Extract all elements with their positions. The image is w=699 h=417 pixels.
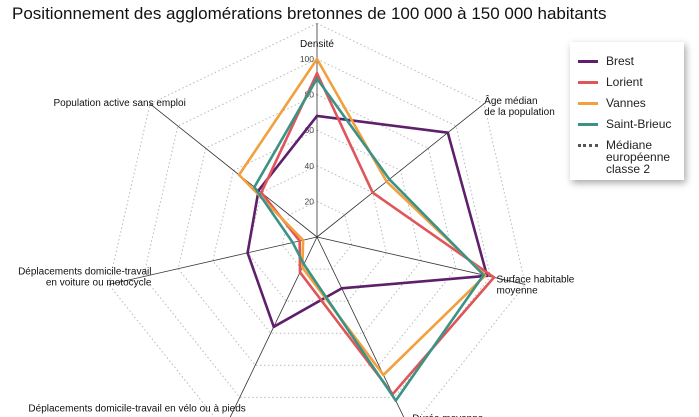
axis-label-3: Durée moyennedes déplacements domicile-t… [412, 413, 563, 417]
series-point-3-2 [482, 273, 485, 277]
legend-label: Vannes [606, 96, 646, 110]
tick-label-3: 80 [305, 90, 315, 100]
series-point-2-5 [301, 238, 305, 242]
series-point-2-0 [315, 57, 319, 61]
series-point-1-1 [371, 191, 374, 194]
axis-line-2 [316, 236, 526, 285]
legend: Brest Lorient Vannes Saint-Brieuc Médiane eu… [570, 42, 684, 180]
axis-label-4: Déplacements domicile-travail en vélo ou… [28, 403, 245, 414]
series-point-0-1 [446, 131, 450, 134]
series-point-0-0 [315, 114, 319, 118]
axis-label-2: Surface habitable moyenne [497, 275, 575, 297]
series-point-3-6 [253, 185, 256, 189]
series-line-lorient [260, 71, 496, 396]
series-point-0-4 [272, 325, 276, 329]
series-point-1-0 [315, 71, 319, 75]
legend-label-reference: Médiane européenne classe 2 [606, 138, 671, 176]
legend-label: Lorient [606, 75, 643, 89]
axis-label-0: Densité [300, 39, 334, 50]
series-point-2-1 [385, 180, 388, 183]
legend-swatch [578, 102, 598, 105]
series-point-1-6 [260, 191, 263, 194]
tick-label-0: 20 [305, 196, 315, 206]
chart-title: Positionnement des agglomérations breton… [12, 4, 607, 23]
series-point-1-5 [298, 239, 301, 243]
series-point-3-1 [388, 177, 391, 181]
tick-label-2: 60 [305, 125, 315, 135]
series-point-3-3 [394, 399, 398, 402]
series-point-3-0 [315, 77, 319, 80]
axis-line-5 [108, 236, 318, 285]
series-point-2-6 [237, 173, 241, 177]
legend-swatch [578, 60, 598, 63]
axis-label-5: Déplacements domicile-travail en voiture … [18, 267, 152, 289]
legend-swatch [578, 123, 598, 126]
axis-line-1 [316, 103, 485, 238]
grid-ring-2 [212, 129, 422, 334]
series-point-0-3 [340, 287, 344, 290]
series-point-0-5 [246, 251, 249, 255]
series-line-brest [246, 114, 489, 329]
series-point-1-2 [492, 276, 496, 279]
legend-label: Saint-Brieuc [606, 117, 672, 131]
tick-label-1: 40 [305, 161, 315, 171]
series-point-3-5 [291, 241, 295, 244]
grid-ring-5 [108, 22, 526, 417]
axis-line-6 [149, 103, 318, 238]
series-line-saint-brieuc [253, 77, 485, 402]
grid-ring-4 [142, 58, 492, 398]
series-point-2-3 [382, 373, 385, 377]
axis-label-1: Âge médian de la population [484, 94, 555, 118]
series-point-1-4 [298, 270, 302, 274]
axis-line-4 [229, 236, 318, 417]
legend-swatch [578, 81, 598, 84]
axis-label-6: Population active sans emploi [54, 98, 186, 109]
series-point-2-4 [301, 266, 304, 269]
grid-ring-3 [177, 94, 457, 366]
grid-ring-0 [281, 200, 353, 270]
series-point-3-4 [302, 262, 306, 266]
legend-swatch-reference [578, 144, 598, 147]
legend-label: Brest [606, 54, 635, 68]
tick-label-4: 100 [300, 54, 314, 64]
